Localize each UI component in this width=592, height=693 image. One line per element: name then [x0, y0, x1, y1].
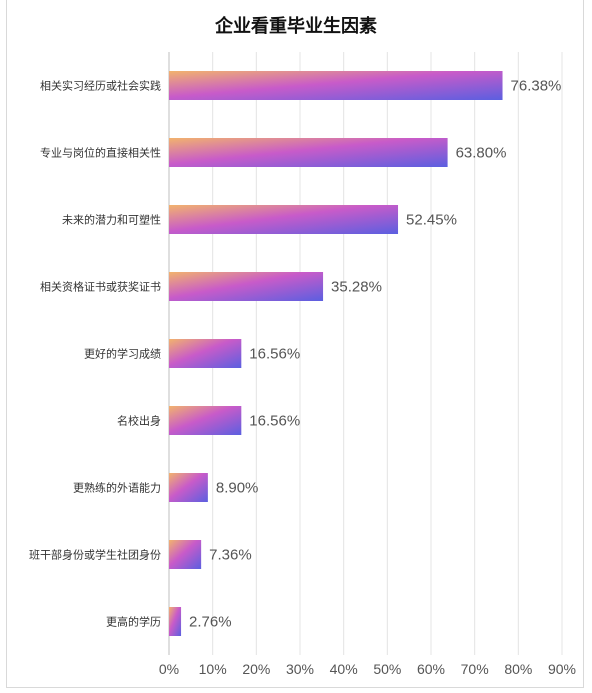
value-label: 52.45% [406, 212, 457, 229]
bar [169, 339, 242, 368]
chart-frame [6, 0, 584, 688]
bar [169, 406, 242, 435]
category-label: 更好的学习成绩 [84, 347, 161, 361]
x-tick-label: 30% [286, 661, 314, 677]
value-label: 8.90% [216, 480, 259, 497]
value-label: 76.38% [511, 78, 562, 95]
chart-title: 企业看重毕业生因素 [215, 16, 377, 37]
value-label: 63.80% [456, 145, 507, 162]
category-label: 相关实习经历或社会实践 [40, 79, 161, 93]
x-tick-label: 60% [417, 661, 445, 677]
bar [169, 138, 448, 167]
value-label: 7.36% [209, 547, 252, 564]
bar [169, 607, 182, 636]
category-label: 名校出身 [117, 414, 161, 428]
x-tick-label: 50% [373, 661, 401, 677]
value-label: 35.28% [331, 279, 382, 296]
category-label: 更高的学历 [106, 615, 161, 629]
category-label: 班干部身份或学生社团身份 [29, 548, 161, 562]
value-label: 2.76% [189, 614, 232, 631]
category-label: 专业与岗位的直接相关性 [40, 146, 161, 160]
bar [169, 272, 324, 301]
x-tick-label: 70% [461, 661, 489, 677]
bar [169, 473, 208, 502]
category-label: 更熟练的外语能力 [73, 481, 161, 495]
value-label: 16.56% [249, 413, 300, 430]
x-tick-label: 40% [330, 661, 358, 677]
bar [169, 540, 202, 569]
bar [169, 71, 503, 100]
x-tick-label: 0% [159, 661, 179, 677]
bar [169, 205, 399, 234]
category-label: 相关资格证书或获奖证书 [40, 280, 161, 294]
x-tick-label: 10% [199, 661, 227, 677]
value-label: 16.56% [249, 346, 300, 363]
category-label: 未来的潜力和可塑性 [62, 213, 161, 227]
x-tick-label: 90% [548, 661, 576, 677]
x-tick-label: 20% [242, 661, 270, 677]
x-tick-label: 80% [504, 661, 532, 677]
